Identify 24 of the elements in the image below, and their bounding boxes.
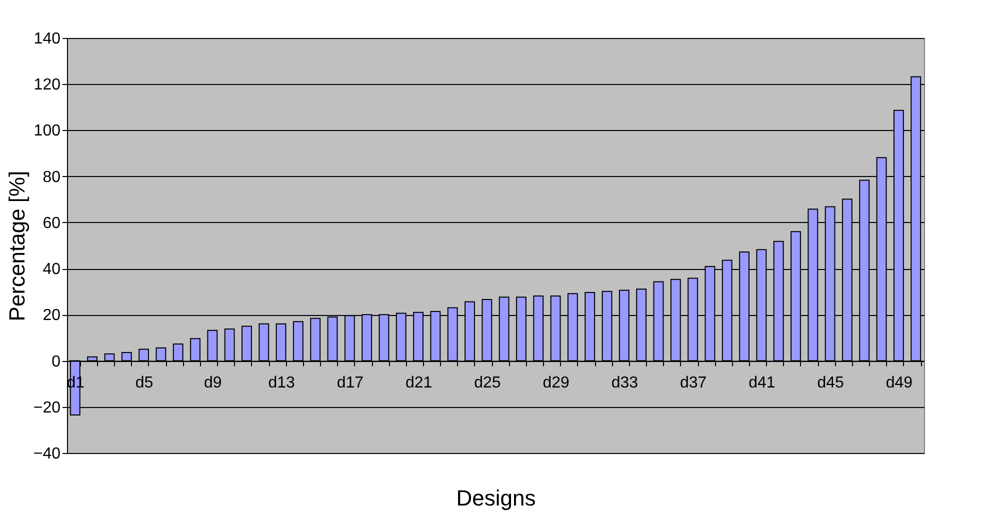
x-tick-label: d21 [405, 374, 432, 392]
y-tick-label: 60 [42, 214, 61, 232]
y-tick-label: 100 [34, 122, 61, 140]
y-tick-label: 0 [52, 353, 61, 370]
x-tick-label: d29 [542, 374, 570, 392]
x-tick-label: d41 [748, 374, 776, 392]
x-tick-label: d33 [611, 374, 638, 392]
x-tick-label: d49 [886, 374, 913, 392]
y-tick-label: 120 [34, 76, 61, 94]
y-tick-label: −20 [33, 399, 61, 416]
x-axis-title: Designs [456, 486, 536, 510]
x-tick-label: d25 [474, 374, 501, 392]
x-tick-label: d9 [204, 374, 222, 392]
x-tick-label: d45 [817, 374, 844, 392]
x-tick-label: d5 [135, 374, 154, 392]
x-tick-label: d17 [336, 374, 364, 392]
x-tick-label: d13 [268, 374, 295, 392]
y-tick-label: 20 [42, 307, 61, 324]
x-tick-label: d37 [680, 374, 707, 392]
y-tick-label: 140 [34, 30, 61, 48]
y-axis-title: Percentage [%] [4, 170, 30, 322]
y-tick-label: −40 [33, 446, 61, 462]
y-tick-label: 80 [42, 168, 61, 186]
y-tick-label: 40 [42, 261, 61, 278]
